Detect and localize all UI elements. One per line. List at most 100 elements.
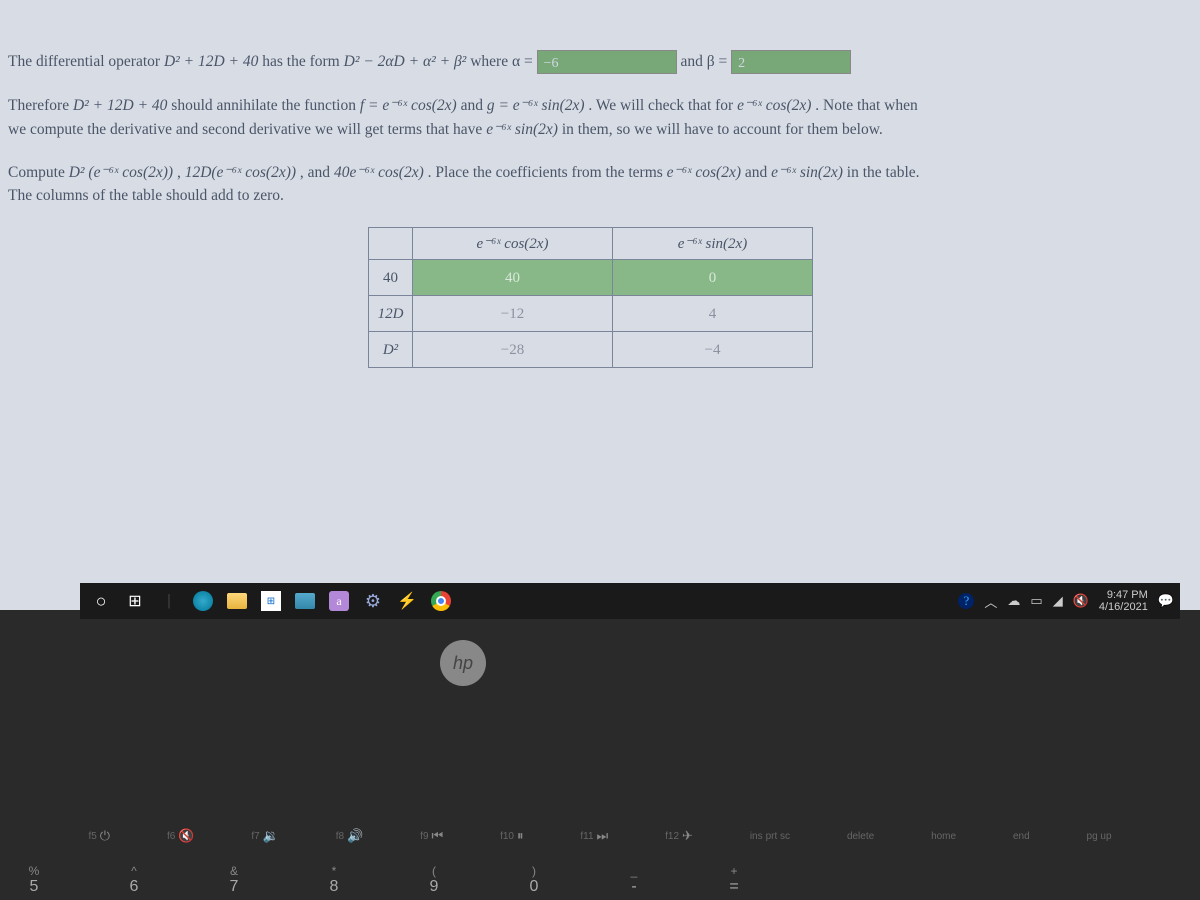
math-expr: D² + 12D + 40 — [164, 53, 258, 70]
math-expr: f = e⁻⁶ˣ cos(2x) — [360, 97, 457, 114]
problem-line-1: The differential operator D² + 12D + 40 … — [8, 50, 1192, 74]
text: . We will check that for — [588, 97, 737, 114]
text: , — [177, 164, 185, 181]
cell-input[interactable]: −4 — [613, 332, 813, 368]
fn-key: insprt sc — [750, 828, 790, 844]
col-header-cos: e⁻⁶ˣ cos(2x) — [413, 228, 613, 260]
math-expr: e⁻⁶ˣ cos(2x) — [737, 97, 811, 114]
num-key: *8 — [304, 860, 364, 900]
text: . Note that when — [815, 97, 917, 114]
onedrive-icon[interactable]: ☁ — [1007, 593, 1020, 609]
math-expr: D² − 2αD + α² + β² — [344, 53, 467, 70]
math-expr: D² + 12D + 40 — [73, 97, 167, 114]
row-label: 40 — [369, 260, 413, 296]
text: . Place the coefficients from the terms — [428, 164, 667, 181]
text: we compute the derivative and second der… — [8, 121, 486, 138]
corner-cell — [369, 228, 413, 260]
table-row: 12D −12 4 — [369, 296, 813, 332]
text: in them, so we will have to account for … — [562, 121, 883, 138]
task-view-icon[interactable]: ⊞ — [120, 586, 150, 616]
table-header-row: e⁻⁶ˣ cos(2x) e⁻⁶ˣ sin(2x) — [369, 228, 813, 260]
cell-input[interactable]: 40 — [413, 260, 613, 296]
notifications-icon[interactable]: 💬 — [1158, 593, 1174, 609]
text: should annihilate the function — [171, 97, 360, 114]
store-icon[interactable]: ⊞ — [256, 586, 286, 616]
home-key: home — [931, 828, 956, 844]
text: and — [745, 164, 771, 181]
math-expr: 40e⁻⁶ˣ cos(2x) — [334, 164, 424, 181]
wifi-icon[interactable]: ◢ — [1053, 593, 1063, 609]
pgup-key: pg up — [1087, 828, 1112, 844]
date-text: 4/16/2021 — [1099, 601, 1148, 613]
battery-icon[interactable]: ▭ — [1030, 593, 1042, 609]
problem-line-3: Compute D² (e⁻⁶ˣ cos(2x)) , 12D(e⁻⁶ˣ cos… — [8, 161, 1192, 208]
text: Compute — [8, 164, 69, 181]
power-icon[interactable]: ⚡ — [392, 586, 422, 616]
num-row: %5 ^6 &7 *8 (9 )0 _- += — [0, 860, 764, 900]
math-expr: e⁻⁶ˣ sin(2x) — [771, 164, 843, 181]
coefficient-table: e⁻⁶ˣ cos(2x) e⁻⁶ˣ sin(2x) 40 40 0 12D −1… — [368, 227, 1192, 368]
chevron-up-icon[interactable]: ︿ — [984, 592, 997, 611]
math-expr: e⁻⁶ˣ cos(2x) — [667, 164, 741, 181]
text: where α = — [470, 53, 536, 70]
webwork-content: The differential operator D² + 12D + 40 … — [0, 0, 1200, 610]
cell-input[interactable]: −28 — [413, 332, 613, 368]
problem-line-2: Therefore D² + 12D + 40 should annihilat… — [8, 94, 1192, 141]
row-label: 12D — [369, 296, 413, 332]
math-expr: g = e⁻⁶ˣ sin(2x) — [487, 97, 585, 114]
fn-key: f6🔇 — [167, 828, 195, 844]
fn-key: f8🔊 — [336, 828, 364, 844]
text: The differential operator — [8, 53, 164, 70]
math-expr: D² (e⁻⁶ˣ cos(2x)) — [69, 164, 173, 181]
text: , and — [300, 164, 334, 181]
beta-input[interactable]: 2 — [731, 50, 851, 74]
text: has the form — [262, 53, 343, 70]
text: The columns of the table should add to z… — [8, 187, 284, 204]
num-key: _- — [604, 860, 664, 900]
fn-row: f5⏻ f6🔇 f7🔉 f8🔊 f9⏮ f10⏸ f11⏭ f12✈ inspr… — [0, 828, 1200, 844]
fn-key: f11⏭ — [580, 828, 608, 844]
num-key: %5 — [4, 860, 64, 900]
num-key: )0 — [504, 860, 564, 900]
end-key: end — [1013, 828, 1030, 844]
math-expr: e⁻⁶ˣ sin(2x) — [486, 121, 558, 138]
alpha-input[interactable]: −6 — [537, 50, 677, 74]
num-key: += — [704, 860, 764, 900]
text: and — [461, 97, 487, 114]
settings-icon[interactable]: ⚙ — [358, 586, 388, 616]
mail-icon[interactable] — [290, 586, 320, 616]
fn-key: f12✈ — [665, 828, 693, 844]
system-tray: ? ︿ ☁ ▭ ◢ 🔇 9:47 PM 4/16/2021 💬 — [958, 589, 1174, 613]
edge-icon[interactable] — [188, 586, 218, 616]
windows-taskbar: ○ ⊞ | ⊞ a ⚙ ⚡ ? ︿ ☁ ▭ ◢ 🔇 9:47 PM 4/16/2… — [80, 583, 1180, 619]
table-row: 40 40 0 — [369, 260, 813, 296]
delete-key: delete — [847, 828, 874, 844]
cortana-icon[interactable]: ○ — [86, 586, 116, 616]
num-key: (9 — [404, 860, 464, 900]
math-expr: 12D(e⁻⁶ˣ cos(2x)) — [185, 164, 296, 181]
time-text: 9:47 PM — [1099, 589, 1148, 601]
table-row: D² −28 −4 — [369, 332, 813, 368]
fn-key: f10⏸ — [500, 828, 523, 844]
text: in the table. — [847, 164, 920, 181]
hp-logo: hp — [440, 640, 486, 686]
explorer-icon[interactable] — [222, 586, 252, 616]
fn-key: f5⏻ — [88, 828, 110, 844]
cell-input[interactable]: 0 — [613, 260, 813, 296]
chrome-icon[interactable] — [426, 586, 456, 616]
fn-key: f9⏮ — [420, 828, 443, 844]
clock[interactable]: 9:47 PM 4/16/2021 — [1099, 589, 1148, 613]
fn-key: f7🔉 — [251, 828, 279, 844]
num-key: &7 — [204, 860, 264, 900]
text: Therefore — [8, 97, 73, 114]
volume-icon[interactable]: 🔇 — [1073, 593, 1089, 609]
num-key: ^6 — [104, 860, 164, 900]
col-header-sin: e⁻⁶ˣ sin(2x) — [613, 228, 813, 260]
taskbar-left: ○ ⊞ | ⊞ a ⚙ ⚡ — [86, 586, 456, 616]
keyboard: f5⏻ f6🔇 f7🔉 f8🔊 f9⏮ f10⏸ f11⏭ f12✈ inspr… — [0, 820, 1200, 900]
cell-input[interactable]: −12 — [413, 296, 613, 332]
cell-input[interactable]: 4 — [613, 296, 813, 332]
access-icon[interactable]: a — [324, 586, 354, 616]
help-icon[interactable]: ? — [958, 593, 974, 609]
row-label: D² — [369, 332, 413, 368]
